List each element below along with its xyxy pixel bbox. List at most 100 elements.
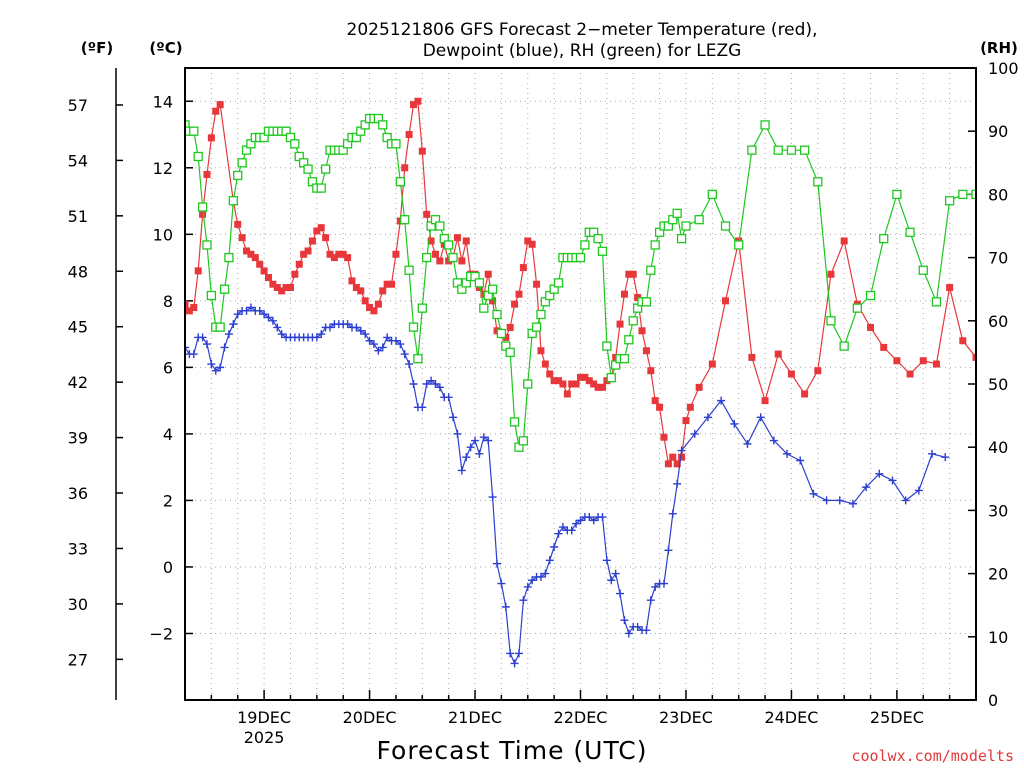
dewpoint-point xyxy=(220,343,229,352)
rh-point xyxy=(290,139,300,149)
temperature-point xyxy=(932,360,940,368)
dewpoint-point xyxy=(273,323,282,332)
temperature-point xyxy=(247,250,255,258)
temperature-point xyxy=(550,377,558,385)
rh-point xyxy=(879,233,889,244)
rh-point xyxy=(479,303,489,313)
temperature-point xyxy=(366,303,374,311)
rh-point xyxy=(197,202,208,212)
temperature-point xyxy=(436,257,444,265)
temperature-point xyxy=(383,280,391,288)
dewpoint-point xyxy=(664,546,673,555)
rh-point xyxy=(320,164,331,174)
dewpoint-point xyxy=(189,350,198,359)
time-year-label: 2025 xyxy=(244,728,285,747)
rh-point xyxy=(189,126,199,136)
dewpoint-point xyxy=(268,316,277,325)
rh-point xyxy=(215,322,225,332)
dewpoint-point xyxy=(598,513,607,522)
temperature-point xyxy=(673,460,681,468)
temperature-point xyxy=(370,307,378,315)
rh-point xyxy=(531,322,542,332)
dewpoint-point xyxy=(809,489,818,498)
temperature-point xyxy=(304,247,312,255)
temperature-point xyxy=(388,280,396,288)
rh-point xyxy=(492,309,502,320)
dewpoint-point xyxy=(743,439,752,448)
temperature-point xyxy=(708,360,716,368)
fahrenheit-tick-label: 48 xyxy=(68,262,88,281)
temperature-point xyxy=(462,237,470,245)
temperature-point xyxy=(880,343,888,351)
celsius-tick-label: 2 xyxy=(163,491,173,510)
rh-point xyxy=(404,265,414,275)
temperature-point xyxy=(814,367,822,375)
temperature-point xyxy=(682,417,690,425)
rh-point xyxy=(839,341,849,351)
temperature-point xyxy=(317,224,325,232)
rh-point xyxy=(224,252,234,263)
temperature-point xyxy=(379,287,387,295)
rh-point xyxy=(813,177,823,187)
fahrenheit-tick-label: 33 xyxy=(68,539,88,558)
chart-title-line-2: Dewpoint (blue), RH (green) for LEZG xyxy=(423,41,742,61)
time-tick-label: 21DEC xyxy=(448,708,502,727)
rh-point xyxy=(971,189,976,200)
dewpoint-point xyxy=(567,526,576,535)
dewpoint-point xyxy=(185,343,189,352)
dewpoint-point xyxy=(550,542,559,551)
celsius-tick-label: 10 xyxy=(153,225,173,244)
temperature-point xyxy=(357,287,365,295)
rh-point xyxy=(624,335,634,345)
rh-point xyxy=(219,284,230,294)
rh-point xyxy=(650,240,660,250)
temperature-point xyxy=(585,377,593,385)
dewpoint-point xyxy=(216,363,225,372)
rh-point xyxy=(444,240,454,250)
temperature-point xyxy=(959,337,967,345)
temperature-point xyxy=(893,357,901,365)
rh-point xyxy=(694,215,704,225)
dewpoint-point xyxy=(374,346,383,355)
rh-point xyxy=(553,278,564,288)
dewpoint-point xyxy=(901,496,910,505)
dewpoint-point xyxy=(497,579,506,588)
credit-text: coolwx.com/modelts xyxy=(851,747,1014,765)
temperature-point xyxy=(787,370,795,378)
dewpoint-point xyxy=(514,649,523,658)
temperature-point xyxy=(722,297,730,305)
temperature-point xyxy=(212,107,220,115)
dewpoint-point xyxy=(677,446,686,455)
plot-frame xyxy=(184,67,977,701)
dewpoint-point xyxy=(264,313,273,322)
temperature-point xyxy=(427,237,435,245)
rh-point xyxy=(422,252,432,263)
dewpoint-point xyxy=(668,509,677,518)
dewpoint-point xyxy=(589,516,598,525)
fahrenheit-axis-label: (ºF) xyxy=(81,39,113,57)
dewpoint-point xyxy=(405,360,414,369)
dewpoint-point xyxy=(317,330,326,339)
temperature-point xyxy=(431,250,439,258)
time-tick-label: 19DEC xyxy=(237,708,291,727)
temperature-point xyxy=(207,134,215,142)
temperature-point xyxy=(269,280,277,288)
temperature-point xyxy=(199,210,207,218)
fahrenheit-tick-label: 51 xyxy=(68,207,88,226)
temperature-point xyxy=(392,250,400,258)
rh-point xyxy=(905,227,915,237)
rh-point xyxy=(413,354,423,364)
dewpoint-point xyxy=(369,340,378,349)
dewpoint-point xyxy=(607,576,616,585)
chart-title: 2025121806 GFS Forecast 2−meter Temperat… xyxy=(347,20,818,61)
rh-point xyxy=(487,284,498,294)
dewpoint-point xyxy=(343,320,352,329)
dewpoint-point xyxy=(646,596,655,605)
celsius-axis-label: (ºC) xyxy=(149,39,182,57)
temperature-point xyxy=(313,227,321,235)
rh-point xyxy=(646,265,656,275)
dewpoint-point xyxy=(822,496,831,505)
rh-point xyxy=(747,145,757,155)
rh-point xyxy=(575,252,586,263)
